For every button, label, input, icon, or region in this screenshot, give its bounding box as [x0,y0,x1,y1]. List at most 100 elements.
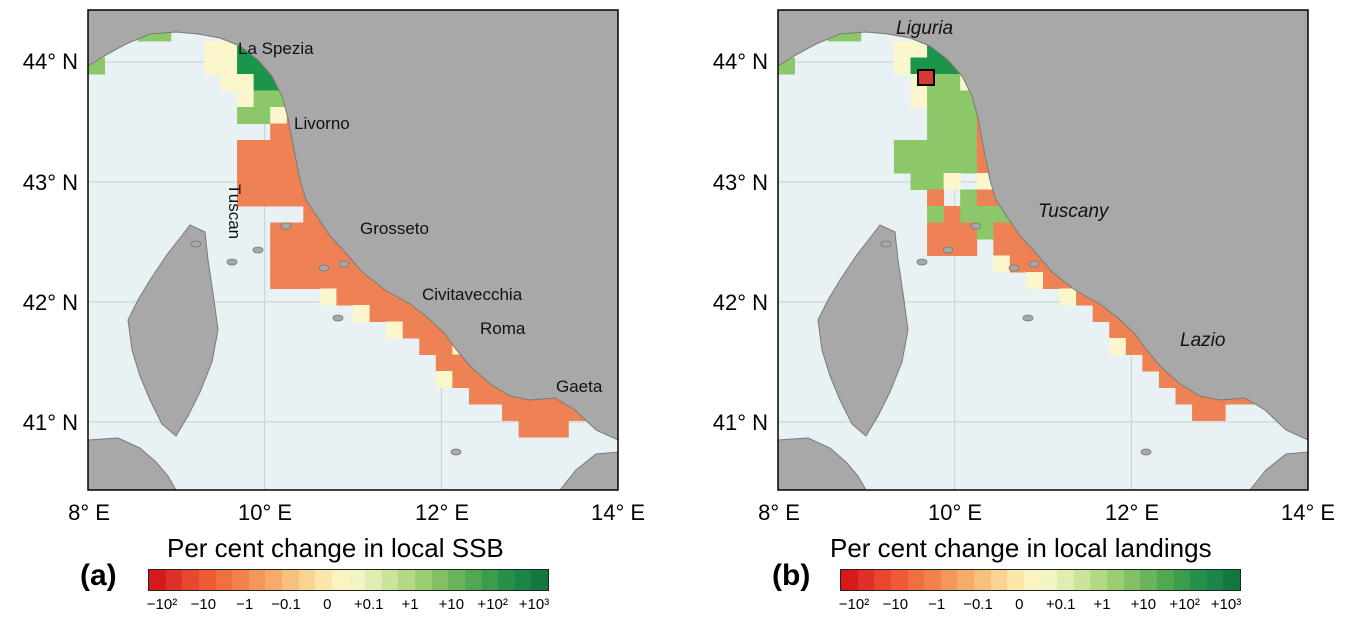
map-a-grid-cell [319,288,337,306]
colorbar-tick-label: 0 [1015,596,1024,613]
colorbar-swatch [841,570,858,590]
map-a-grid-cell [220,74,238,91]
map-a-grid-cell [402,305,420,322]
lat-tick-41: 41° N [712,410,768,435]
panel-label-b: (b) [772,559,811,592]
colorbar-title-a: Per cent change in local SSB [167,533,504,563]
colorbar-swatch [348,570,366,590]
lon-tick-12: 12° E [414,500,470,525]
map-b-grid-cell [960,107,978,124]
colorbar-tick-label: −1 [928,596,946,613]
colorbar-tick-label: +10² [1169,596,1200,613]
colorbar-swatch [974,570,991,590]
map-a-grid-cell [270,255,288,273]
colorbar-tick-label: −0.1 [963,596,993,613]
map-a-grid-cell [270,173,288,190]
map-a-frame [87,9,619,491]
map-b-grid-cell [1026,272,1044,289]
map-a-grid-cell [203,41,221,58]
map-a-island [450,448,462,456]
colorbar-swatch [165,570,183,590]
colorbar-tick-label: +0.1 [353,596,384,613]
map-b-grid-cell [927,239,945,256]
lon-tick-14: 14° E [1280,500,1336,525]
panel-b: Liguria Tuscany Lazio 44° N 43° N 42° N 41… [690,0,1357,619]
map-b-grid-cell [910,173,928,190]
map-a-grid-cell [518,420,536,438]
map-a-grid-cell [303,239,321,256]
map-a-grid-cell [237,173,255,190]
map-a-grid-cell [452,371,470,388]
colorbar-swatch [1140,570,1157,590]
map-b-grid-cell [1109,338,1127,355]
colorbar-swatch [232,570,249,590]
colorbar-swatch [1123,570,1141,590]
map-a-grid-cell [435,338,453,355]
map-a-grid-cell [253,156,271,174]
map-b-grid-cell [1059,288,1077,306]
map-a-grid-cell [468,387,486,405]
map-a-grid-cell [270,123,288,141]
map-b-island [1140,448,1152,456]
colorbar-swatch [481,570,499,590]
colorbar-swatch [365,570,382,590]
map-a-grid-cell [237,74,255,91]
map-a-grid-cell [419,338,437,355]
map-b-grid-cell [960,156,978,174]
map-a-grid-cell [535,404,553,421]
colorbar-swatch [265,570,282,590]
map-b-island [942,246,954,254]
colorbar-tick-label: −10 [882,596,909,613]
map-b-grid-cell [1092,305,1110,322]
colorbar-swatch [531,570,548,590]
colorbar-swatch [1223,570,1240,590]
map-b-grid-cell [943,173,961,190]
map-b-grid-cell [927,173,945,190]
map-b-grid-cell [927,140,945,157]
colorbar-swatch [298,570,316,590]
map-b-grid-cell [976,189,994,207]
map-b-grid-cell [1009,239,1027,256]
lat-tick-42: 42° N [712,290,768,315]
colorbar-swatch [215,570,233,590]
map-a-grid-cell [303,255,321,273]
colorbar-swatch [1023,570,1041,590]
colorbar-swatch [1206,570,1224,590]
colorbar-swatch [940,570,958,590]
map-a-grid-cell [336,272,354,289]
colorbar-tick-label: −10² [146,596,178,613]
colorbar-tick-label: +10³ [1210,596,1242,613]
colorbar-tick-label: +10² [477,596,508,613]
map-a-grid-cell [518,404,536,421]
map-a-grid-cell [303,222,321,240]
map-a-grid-cell [353,272,370,289]
region-label: Lazio [1180,330,1225,351]
lat-tick-43: 43° N [22,170,78,195]
map-b-grid-cell [943,156,961,174]
colorbar-swatch [1107,570,1124,590]
map-a-corsica-land [127,224,219,437]
colorbar-swatch [907,570,925,590]
map-b-island [1028,260,1040,268]
place-label: Gaeta [556,377,603,396]
map-b-grid-cell [943,107,961,124]
map-b-frame-border [777,9,1309,491]
map-a-grid-cell [419,321,437,339]
map-a-island [252,246,264,254]
map-b-grid-cell [893,57,911,75]
colorbar-swatch [1173,570,1191,590]
map-b-island [1008,264,1020,272]
map-a-grid-cell [237,107,255,124]
lon-tick-12: 12° E [1104,500,1160,525]
colorbar-swatch [398,570,415,590]
colorbar-swatch [149,570,166,590]
map-a-grid-cell [319,272,337,289]
colorbar-tick-label: −1 [236,596,254,613]
map-b-grid-cell [910,41,928,58]
colorbar-swatch [282,570,299,590]
colorbar-swatch [415,570,432,590]
map-b-grid-cell [943,74,961,91]
map-b-grid-cell [993,222,1011,240]
map-a-grid-cell [270,239,288,256]
region-label: Liguria [896,18,953,39]
